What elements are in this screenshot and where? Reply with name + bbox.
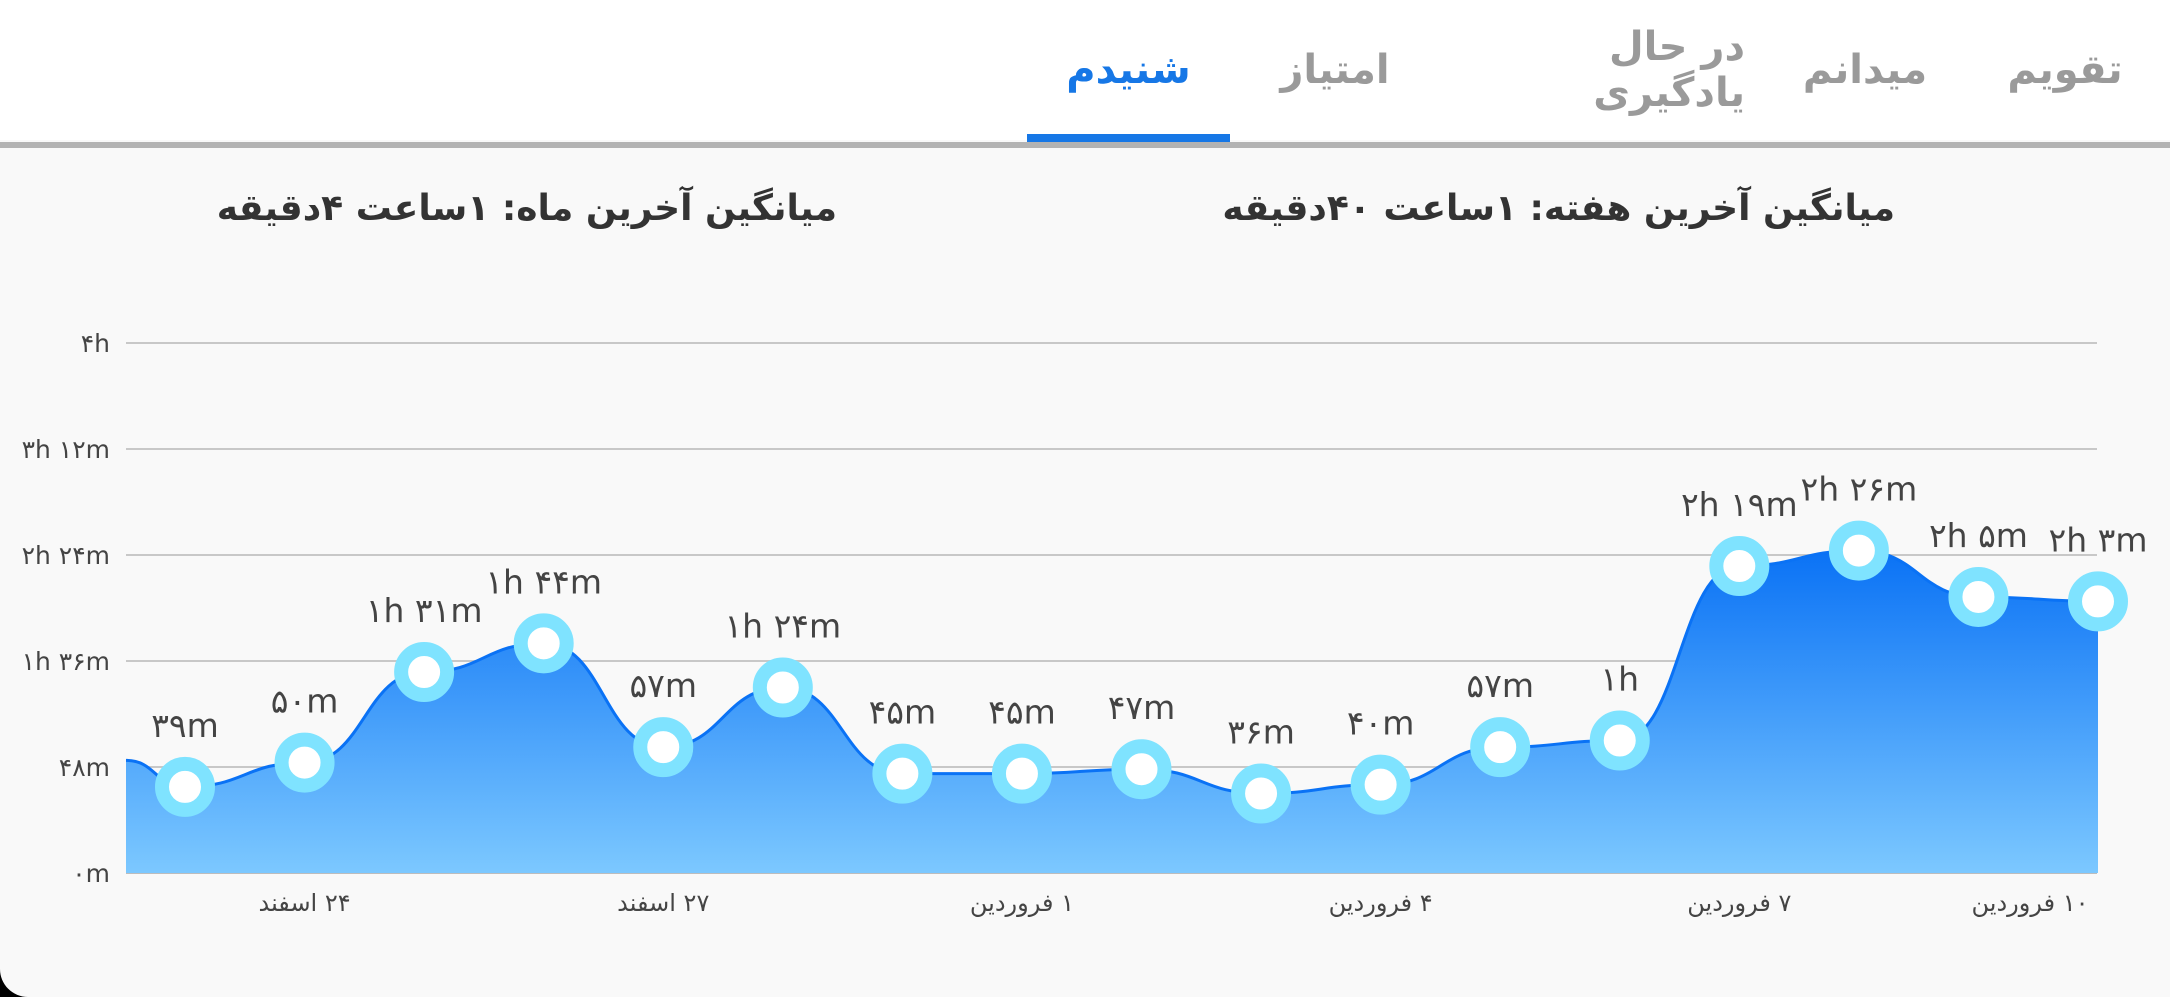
x-tick-label: ۱ فروردین bbox=[970, 889, 1074, 917]
data-point[interactable] bbox=[513, 613, 574, 674]
data-label: ۱h ۲۴m bbox=[724, 607, 841, 646]
data-label: ۲h ۲۶m bbox=[1801, 470, 1918, 509]
data-point[interactable] bbox=[633, 717, 694, 778]
data-label: ۲h ۳m bbox=[2049, 520, 2148, 559]
data-label: ۵۷m bbox=[629, 666, 697, 705]
data-point[interactable] bbox=[1948, 566, 2009, 627]
y-tick-label: ۳h ۱۲m bbox=[22, 435, 110, 464]
data-label: ۴۰m bbox=[1347, 704, 1415, 743]
active-tab-indicator bbox=[1027, 134, 1230, 142]
y-tick-label: ۲h ۲۴m bbox=[22, 541, 110, 570]
data-label: ۴۵m bbox=[869, 693, 937, 732]
x-tick-label: ۲۴ اسفند bbox=[258, 889, 350, 917]
y-tick-label: ۴h bbox=[81, 329, 110, 358]
data-label: ۵۷m bbox=[1466, 666, 1534, 705]
data-label: ۲h ۵m bbox=[1929, 516, 2028, 555]
data-point[interactable] bbox=[274, 732, 335, 793]
data-point[interactable] bbox=[1231, 763, 1292, 824]
data-label: ۱h ۳۱m bbox=[366, 591, 483, 630]
x-tick-label: ۲۷ اسفند bbox=[617, 889, 709, 917]
data-point[interactable] bbox=[752, 657, 813, 718]
chart-markers bbox=[155, 520, 2128, 824]
tab-score[interactable]: امتیاز bbox=[1280, 47, 1390, 93]
x-tick-label: ۱۰ فروردین bbox=[1972, 889, 2089, 917]
y-tick-label: ۴۸m bbox=[59, 753, 110, 782]
data-point[interactable] bbox=[394, 642, 455, 703]
tab-divider bbox=[0, 142, 2170, 148]
y-tick-label: ۰m bbox=[72, 859, 110, 888]
tab-calendar[interactable]: تقویم bbox=[2007, 47, 2123, 93]
data-point[interactable] bbox=[1828, 520, 1889, 581]
data-point[interactable] bbox=[1589, 710, 1650, 771]
data-label: ۴۷m bbox=[1108, 688, 1176, 727]
data-label: ۳۹m bbox=[151, 706, 219, 745]
data-point[interactable] bbox=[155, 756, 215, 817]
data-point[interactable] bbox=[1470, 717, 1531, 778]
x-tick-label: ۷ فروردین bbox=[1687, 889, 1791, 917]
tab-i-know[interactable]: میدانم bbox=[1802, 47, 1928, 93]
data-label: ۱h bbox=[1600, 660, 1639, 699]
y-axis-labels: ۰m ۴۸m ۱h ۳۶m ۲h ۲۴m ۳h ۱۲m ۴h bbox=[22, 329, 110, 888]
data-label: ۳۶m bbox=[1227, 713, 1295, 752]
tab-learning[interactable]: در حال یادگیری bbox=[1593, 24, 1745, 116]
weekly-average-text: میانگین آخرین هفته: ۱ساعت ۴۰دقیقه bbox=[1222, 188, 1895, 229]
data-point[interactable] bbox=[991, 743, 1052, 804]
data-label: ۱h ۴۴m bbox=[485, 562, 602, 601]
data-label: ۵۰m bbox=[271, 682, 339, 721]
tab-bar: تقویم میدانم در حال یادگیری امتیاز شنیدم bbox=[0, 0, 2170, 142]
data-point[interactable] bbox=[872, 743, 933, 804]
tab-heard[interactable]: شنیدم bbox=[1066, 47, 1191, 93]
y-tick-label: ۱h ۳۶m bbox=[22, 647, 110, 676]
data-point[interactable] bbox=[1709, 536, 1770, 597]
data-label: ۴۵m bbox=[988, 693, 1056, 732]
area-fill bbox=[126, 550, 2098, 873]
x-axis-labels: ۲۴ اسفند ۲۷ اسفند ۱ فروردین ۴ فروردین ۷ فرور… bbox=[258, 889, 2088, 917]
x-tick-label: ۴ فروردین bbox=[1329, 889, 1433, 917]
data-point[interactable] bbox=[1111, 739, 1172, 800]
data-label: ۲h ۱۹m bbox=[1681, 485, 1798, 524]
data-point[interactable] bbox=[1350, 754, 1411, 815]
monthly-average-text: میانگین آخرین ماه: ۱ساعت ۴دقیقه bbox=[216, 188, 837, 229]
data-point[interactable] bbox=[2068, 571, 2128, 632]
